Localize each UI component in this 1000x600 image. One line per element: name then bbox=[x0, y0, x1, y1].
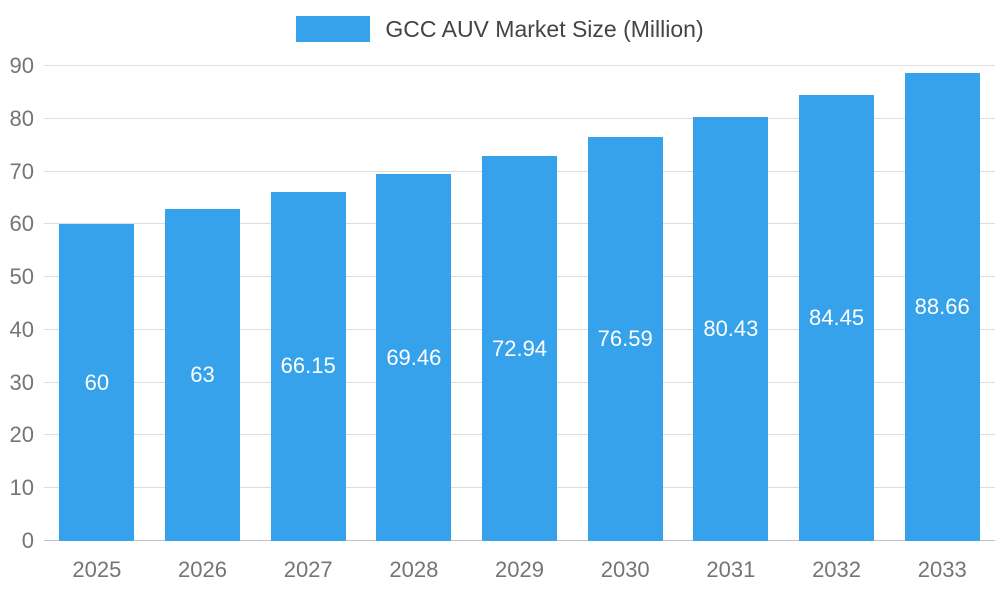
bar-column: 60 bbox=[44, 66, 150, 541]
y-axis: 0 10 20 30 40 50 60 70 80 90 bbox=[0, 55, 40, 552]
bar-2030[interactable]: 76.59 bbox=[587, 136, 663, 541]
bar-value-label: 72.94 bbox=[491, 335, 548, 361]
y-axis-tick-label: 40 bbox=[9, 316, 34, 342]
chart-legend: GCC AUV Market Size (Million) bbox=[0, 16, 1000, 42]
bars-container: 60 63 66.15 69.46 72.94 76.59 80.43 84.45 88.66 bbox=[44, 66, 995, 541]
x-axis-tick-label: 2029 bbox=[495, 557, 544, 582]
y-axis-tick-label: 70 bbox=[9, 158, 34, 184]
bar-2032[interactable]: 84.45 bbox=[799, 95, 875, 541]
bar-value-label: 80.43 bbox=[703, 315, 759, 341]
bar-column: 72.94 bbox=[467, 66, 573, 541]
bar-2027[interactable]: 66.15 bbox=[270, 191, 346, 541]
y-axis-tick-label: 60 bbox=[9, 211, 34, 237]
bar-value-label: 60 bbox=[84, 369, 110, 395]
bar-column: 69.46 bbox=[361, 66, 467, 541]
gridline bbox=[44, 117, 995, 119]
legend-item[interactable]: GCC AUV Market Size (Million) bbox=[296, 16, 704, 42]
gridline bbox=[44, 65, 995, 66]
bar-column: 80.43 bbox=[678, 66, 784, 541]
bar-column: 76.59 bbox=[572, 66, 678, 541]
legend-color-swatch bbox=[296, 16, 371, 42]
x-axis: 2025 2026 2027 2028 2029 2030 2031 2032 2033 bbox=[44, 541, 995, 600]
bar-2026[interactable]: 63 bbox=[165, 208, 241, 541]
x-axis-tick-label: 2027 bbox=[283, 557, 333, 582]
bar-value-label: 76.59 bbox=[597, 325, 653, 351]
bar-2025[interactable]: 60 bbox=[59, 224, 135, 541]
y-axis-tick-label: 20 bbox=[9, 422, 34, 448]
bar-column: 88.66 bbox=[889, 66, 995, 541]
y-axis-tick-label: 0 bbox=[21, 528, 34, 553]
x-axis-tick-label: 2026 bbox=[178, 557, 227, 582]
bar-value-label: 88.66 bbox=[914, 294, 970, 320]
bar-value-label: 66.15 bbox=[280, 353, 336, 379]
x-axis-tick-label: 2030 bbox=[600, 557, 650, 582]
legend-label: GCC AUV Market Size (Million) bbox=[385, 16, 704, 42]
y-axis-tick-label: 90 bbox=[9, 53, 34, 78]
bar-value-label: 63 bbox=[190, 361, 215, 387]
bar-2033[interactable]: 88.66 bbox=[904, 73, 980, 541]
bar-2031[interactable]: 80.43 bbox=[693, 116, 769, 541]
y-axis-tick-label: 80 bbox=[9, 105, 34, 131]
x-axis-tick-label: 2025 bbox=[72, 557, 122, 582]
bar-column: 84.45 bbox=[784, 66, 890, 541]
bar-value-label: 84.45 bbox=[809, 305, 865, 331]
bar-2029[interactable]: 72.94 bbox=[482, 156, 558, 541]
plot-area: 60 63 66.15 69.46 72.94 76.59 80.43 84.45 88.66 bbox=[44, 65, 995, 541]
y-axis-tick-label: 10 bbox=[9, 475, 34, 501]
y-axis-tick-label: 30 bbox=[9, 369, 34, 395]
y-axis-tick-label: 50 bbox=[9, 264, 34, 290]
x-axis-tick-label: 2028 bbox=[389, 557, 439, 582]
x-axis-tick-label: 2031 bbox=[706, 557, 756, 582]
bar-column: 63 bbox=[150, 66, 256, 541]
x-axis-tick-label: 2033 bbox=[917, 557, 967, 582]
bar-column: 66.15 bbox=[255, 66, 361, 541]
bar-value-label: 69.46 bbox=[386, 344, 442, 370]
bar-2028[interactable]: 69.46 bbox=[376, 174, 452, 541]
x-axis-tick-label: 2032 bbox=[812, 557, 862, 582]
